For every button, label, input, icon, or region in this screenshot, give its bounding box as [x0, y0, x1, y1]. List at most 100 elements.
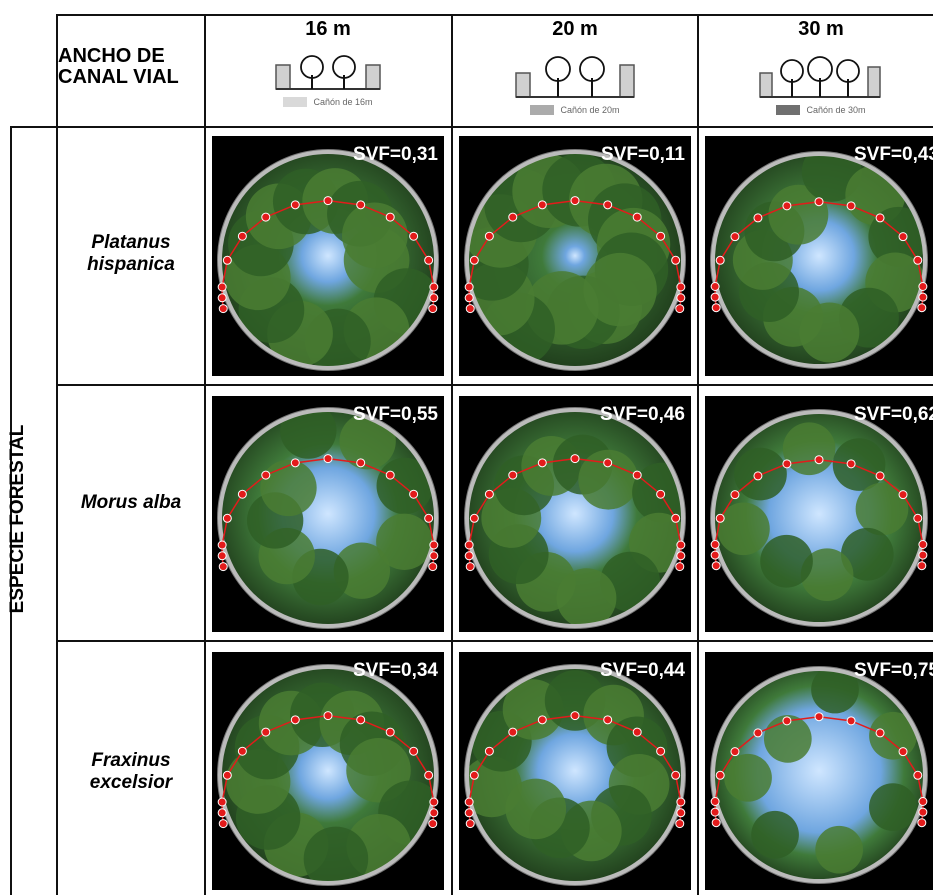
horizon-marker — [656, 231, 666, 241]
svf-value: SVF=0,75 — [853, 660, 933, 681]
fisheye-photo: SVF=0,55 — [212, 396, 444, 632]
horizon-marker — [469, 255, 479, 265]
horizon-marker — [217, 808, 227, 818]
horizon-marker — [428, 819, 438, 829]
horizon-marker — [237, 489, 247, 499]
horizon-marker — [918, 282, 928, 291]
horizon-marker — [782, 716, 792, 726]
horizon-marker — [218, 304, 228, 314]
column-header-30m: 30 m Cañón de 30m — [701, 18, 933, 115]
legend-label: Cañón de 20m — [560, 105, 620, 115]
horizon-marker — [671, 513, 681, 523]
horizon-marker — [464, 797, 474, 807]
horizon-marker — [465, 562, 475, 572]
horizon-marker — [409, 489, 419, 499]
column-header-20m: 20 m Cañón de 20m — [455, 18, 695, 115]
horizon-marker — [323, 454, 333, 464]
horizon-marker — [409, 746, 419, 756]
fisheye-photo: SVF=0,46 — [459, 396, 691, 632]
horizon-marker — [711, 818, 721, 828]
horizon-marker — [385, 727, 395, 737]
horizon-marker — [508, 727, 518, 737]
horizon-marker — [508, 470, 518, 480]
horizon-marker — [429, 551, 439, 561]
horizon-marker — [710, 292, 720, 302]
legend-swatch — [530, 105, 555, 115]
horizon-marker — [913, 770, 923, 780]
svf-value: SVF=0,11 — [601, 144, 685, 165]
horizon-marker — [846, 459, 856, 469]
fisheye-photo: SVF=0,11 — [459, 136, 691, 376]
horizon-marker — [429, 808, 439, 818]
horizon-marker — [875, 471, 885, 481]
horizon-marker — [711, 303, 721, 313]
horizon-marker — [918, 807, 928, 817]
svf-value: SVF=0,46 — [599, 404, 685, 425]
horizon-marker — [632, 470, 642, 480]
horizon-marker — [917, 818, 927, 828]
horizon-marker — [753, 471, 763, 481]
column-header-16m: 16 m Cañón de 16m — [208, 18, 448, 107]
horizon-marker — [424, 255, 434, 265]
horizon-marker — [753, 728, 763, 738]
fisheye-photo: SVF=0,43 — [705, 136, 933, 376]
horizon-marker — [217, 540, 227, 550]
horizon-marker — [675, 562, 685, 572]
horizon-marker — [508, 212, 518, 222]
horizon-marker — [603, 715, 613, 725]
horizon-marker — [782, 459, 792, 469]
horizon-marker — [464, 282, 474, 292]
fisheye-photo: SVF=0,44 — [459, 652, 691, 890]
horizon-marker — [710, 797, 720, 806]
horizon-marker — [464, 293, 474, 303]
horizon-marker — [814, 197, 824, 207]
horizon-marker — [570, 454, 580, 464]
column-header-label: ANCHO DE CANAL VIAL — [58, 45, 179, 88]
legend-label: Cañón de 30m — [806, 105, 866, 115]
horizon-marker — [632, 212, 642, 222]
horizon-marker — [237, 746, 247, 756]
svf-value: SVF=0,43 — [853, 144, 933, 165]
horizon-marker — [537, 200, 547, 210]
horizon-marker — [222, 255, 232, 265]
horizon-marker — [846, 716, 856, 726]
horizon-marker — [290, 458, 300, 468]
horizon-marker — [222, 770, 232, 780]
horizon-marker — [710, 550, 720, 560]
fisheye-photo: SVF=0,62 — [705, 396, 933, 632]
horizon-marker — [656, 489, 666, 499]
horizon-marker — [570, 196, 580, 206]
horizon-marker — [675, 304, 685, 314]
horizon-marker — [356, 458, 366, 468]
horizon-marker — [290, 715, 300, 725]
street-canyon-icon — [515, 56, 635, 98]
horizon-marker — [782, 201, 792, 211]
horizon-marker — [603, 458, 613, 468]
horizon-marker — [676, 808, 686, 818]
horizon-marker — [875, 213, 885, 223]
horizon-marker — [676, 293, 686, 303]
species-label: Fraxinus excelsior — [89, 750, 173, 793]
column-title: 16 m — [305, 18, 351, 40]
horizon-marker — [671, 255, 681, 265]
horizon-marker — [710, 282, 720, 291]
horizon-marker — [385, 212, 395, 222]
horizon-marker — [429, 797, 439, 807]
horizon-marker — [814, 712, 824, 722]
horizon-marker — [469, 513, 479, 523]
horizon-marker — [710, 540, 720, 549]
horizon-marker — [469, 770, 479, 780]
horizon-marker — [222, 513, 232, 523]
horizon-marker — [918, 550, 928, 560]
horizon-marker — [484, 746, 494, 756]
svf-value: SVF=0,62 — [853, 404, 933, 425]
species-label: Platanus hispanica — [87, 232, 175, 275]
horizon-marker — [464, 540, 474, 550]
horizon-marker — [424, 513, 434, 523]
horizon-marker — [875, 728, 885, 738]
horizon-marker — [570, 711, 580, 721]
species-label: Morus alba — [80, 492, 182, 513]
horizon-marker — [603, 200, 613, 210]
horizon-marker — [385, 470, 395, 480]
horizon-marker — [676, 551, 686, 561]
